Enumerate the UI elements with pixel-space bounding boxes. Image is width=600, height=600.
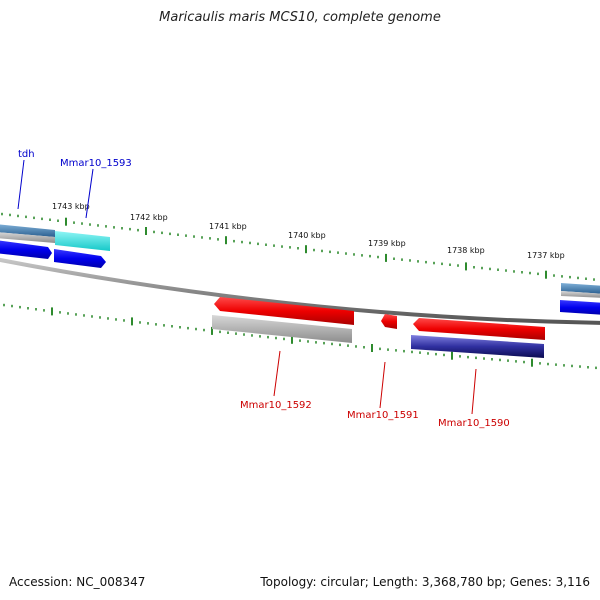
topology-label: Topology: circular; Length: 3,368,780 bp… [260, 575, 590, 589]
cds-feature-tdh-grey[interactable] [0, 232, 55, 243]
scale-label-1741: 1741 kbp [209, 222, 247, 231]
gene-arrow-mmar10-1592[interactable] [214, 297, 354, 325]
cds-feature-mmar10-1592[interactable] [212, 315, 352, 343]
gene-label-mmar10-1591[interactable]: Mmar10_1591 [347, 410, 419, 421]
label-line-mmar10-1591 [379, 361, 386, 409]
scale-label-1738: 1738 kbp [447, 246, 485, 255]
gene-label-mmar10-1593[interactable]: Mmar10_1593 [60, 158, 132, 169]
gene-arrow-right-edge[interactable] [560, 300, 600, 315]
scale-label-1739: 1739 kbp [368, 239, 406, 248]
scale-ticks-lower [3, 303, 597, 370]
gene-arrow-mmar10-1590[interactable] [413, 318, 545, 340]
scale-label-1740: 1740 kbp [288, 231, 326, 240]
label-line-mmar10-1590 [471, 368, 477, 415]
cds-feature-right-edge[interactable] [561, 283, 600, 294]
cds-feature-right-edge-grey[interactable] [561, 291, 600, 298]
gene-label-mmar10-1590[interactable]: Mmar10_1590 [438, 418, 510, 429]
scale-labels: 1743 kbp 1742 kbp 1741 kbp 1740 kbp 1739… [52, 202, 565, 260]
scale-label-1743: 1743 kbp [52, 202, 90, 211]
scale-label-1742: 1742 kbp [130, 213, 168, 222]
gene-arrow-mmar10-1591[interactable] [381, 314, 397, 329]
genome-backbone [0, 257, 600, 325]
accession-label: Accession: NC_008347 [9, 575, 146, 589]
cds-feature-mmar10-1590[interactable] [411, 335, 544, 358]
gene-label-mmar10-1592[interactable]: Mmar10_1592 [240, 400, 312, 411]
scale-label-1737: 1737 kbp [527, 251, 565, 260]
page-title: Maricaulis maris MCS10, complete genome [159, 10, 441, 25]
label-line-mmar10-1592 [273, 350, 281, 397]
cds-feature-tdh[interactable] [0, 224, 55, 237]
gene-arrow-tdh[interactable] [0, 240, 52, 259]
scale-ticks-upper [1, 212, 595, 281]
cds-feature-mmar10-1593[interactable] [55, 231, 110, 251]
gene-label-tdh[interactable]: tdh [18, 149, 35, 160]
gene-arrow-mmar10-1593[interactable] [54, 249, 106, 268]
label-line-tdh [17, 159, 25, 210]
label-line-mmar10-1593 [85, 168, 94, 219]
